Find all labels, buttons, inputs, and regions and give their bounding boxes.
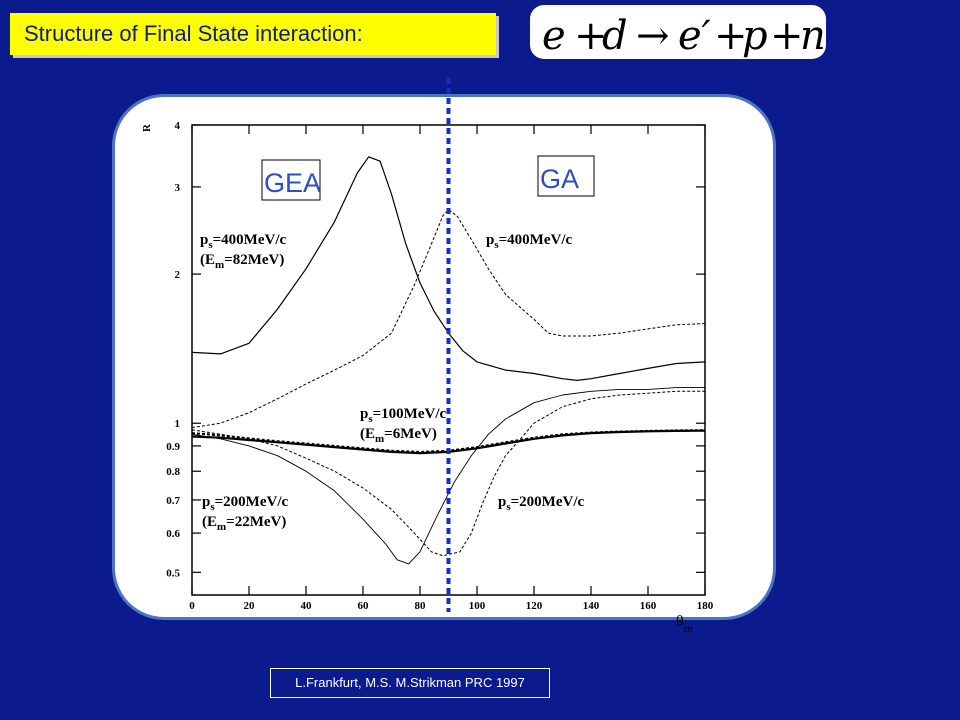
ga-region-box [537, 155, 595, 197]
eq-lhs-d: d [602, 13, 628, 59]
y-tick-label: 1 [175, 418, 181, 430]
y-tick-label: 3 [175, 182, 181, 194]
y-tick-label: 0.9 [166, 441, 180, 453]
x-axis-label: θrn [676, 613, 693, 635]
annotation-mid100-line-2: (Em=6MeV) [360, 426, 437, 445]
eq-arrow: → [636, 13, 670, 59]
slide-title: Structure of Final State interaction: [24, 21, 363, 46]
x-tick-label: 40 [301, 600, 313, 612]
annotation-gea400-line-2: (Em=82MeV) [200, 252, 284, 271]
annotation-gea200-line-1: ps=200MeV/c [202, 494, 288, 513]
series-curve-4 [191, 390, 705, 557]
x-tick-label: 0 [189, 600, 195, 612]
reaction-equation: e + d → e′ + p + n [542, 13, 826, 59]
chart-panel [112, 94, 776, 620]
annotation-ga400-line-1: ps=400MeV/c [486, 232, 572, 251]
eq-lhs-e: e [542, 13, 566, 59]
annotation-ga200-line-1: ps=200MeV/c [498, 494, 584, 513]
eq-plus-2: + [714, 13, 748, 59]
eq-plus-3: + [770, 13, 804, 59]
eq-rhs-n: n [800, 13, 826, 59]
x-axis: 0 20 40 60 80 100 120 140 160 180 [189, 125, 714, 612]
x-tick-label: 140 [583, 600, 600, 612]
series-curve-1 [191, 156, 706, 381]
x-tick-label: 180 [697, 600, 714, 612]
gea-region-box [261, 159, 321, 201]
y-tick-label: 0.8 [166, 466, 180, 478]
gea-region-label: GEA [264, 168, 321, 198]
eq-rhs-eprime: e′ [678, 13, 711, 59]
slide-title-box: Structure of Final State interaction: [10, 13, 496, 55]
eq-rhs-p: p [742, 13, 768, 59]
curve-annotations: ps=400MeV/c(Em=82MeV)ps=400MeV/cps=100Me… [200, 232, 584, 533]
series-curve-3 [191, 387, 705, 565]
annotation-gea200-line-2: (Em=22MeV) [202, 514, 286, 533]
x-axis-label-sub: rn [684, 623, 694, 635]
y-axis-label: R [141, 123, 153, 132]
x-tick-label: 20 [244, 600, 256, 612]
plot-frame [191, 124, 706, 596]
x-tick-label: 80 [415, 600, 427, 612]
y-tick-label: 4 [175, 120, 181, 132]
eq-plus-1: + [574, 13, 608, 59]
x-tick-label: 60 [358, 600, 370, 612]
annotation-mid100-line-1: ps=100MeV/c [360, 406, 446, 425]
y-axis: 0.5 0.6 0.7 0.8 0.9 1 2 3 4 [166, 120, 705, 579]
x-tick-label: 100 [469, 600, 486, 612]
y-tick-label: 2 [175, 269, 181, 281]
y-tick-label: 0.7 [166, 495, 180, 507]
series-curve-2 [191, 209, 706, 429]
y-tick-label: 0.5 [166, 567, 180, 579]
annotation-gea400-line-1: ps=400MeV/c [200, 232, 286, 251]
citation: L.Frankfurt, M.S. M.Strikman PRC 1997 [270, 668, 550, 698]
reaction-equation-box: e + d → e′ + p + n [530, 5, 826, 59]
x-tick-label: 160 [640, 600, 657, 612]
x-tick-label: 120 [526, 600, 543, 612]
ga-region-label: GA [540, 164, 579, 194]
y-tick-label: 0.6 [166, 528, 180, 540]
x-axis-label-main: θ [676, 613, 684, 630]
